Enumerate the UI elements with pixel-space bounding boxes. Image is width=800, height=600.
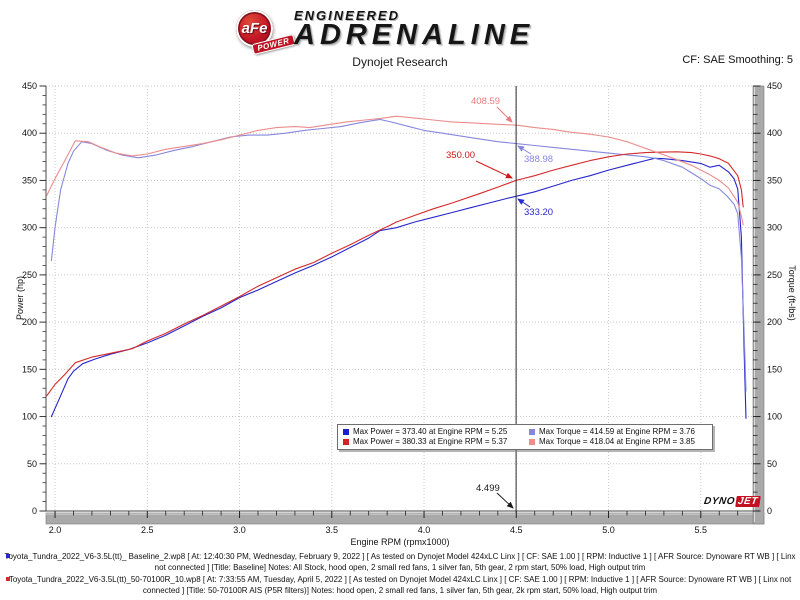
afe-logo-text: aFe bbox=[241, 20, 268, 37]
annotation-arrow bbox=[517, 198, 531, 208]
afe-brand-logo: aFe POWER ENGINEERED ADRENALINE bbox=[228, 6, 588, 56]
legend-swatch-icon bbox=[529, 429, 535, 435]
y-tick-label-left: 250 bbox=[22, 270, 37, 280]
x-tick-label: 3.0 bbox=[233, 525, 246, 535]
x-tick-label: 2.5 bbox=[141, 525, 154, 535]
annotation-value-333.20: 333.20 bbox=[524, 207, 553, 218]
run-info-footer: Toyota_Tundra_2022_V6-3.5L(tt)_ Baseline… bbox=[0, 551, 800, 597]
legend-item-1: Max Torque = 414.59 at Engine RPM = 3.76 bbox=[529, 427, 707, 437]
x-tick-label: 4.0 bbox=[418, 525, 431, 535]
y-tick-label-right: 150 bbox=[767, 364, 782, 374]
smoothing-setting: CF: SAE Smoothing: 5 bbox=[682, 54, 793, 66]
y-tick-label-right: 350 bbox=[767, 175, 782, 185]
dynojet-logo: DYNO JET bbox=[703, 496, 761, 507]
annotation-arrow bbox=[517, 145, 532, 155]
brand-adrenaline: ADRENALINE bbox=[294, 19, 535, 51]
annotation-value-4.499: 4.499 bbox=[476, 483, 500, 494]
y-tick-label-left: 150 bbox=[22, 364, 37, 374]
intake-torque-curve bbox=[46, 115, 744, 226]
baseline-torque-curve bbox=[50, 118, 747, 392]
run-bullet-icon bbox=[6, 577, 10, 581]
x-tick-label: 3.5 bbox=[326, 525, 339, 535]
legend-item-2: Max Power = 380.33 at Engine RPM = 5.37 bbox=[343, 437, 521, 447]
y-tick-label-left: 200 bbox=[22, 317, 37, 327]
legend-item-label: Max Torque = 414.59 at Engine RPM = 3.76 bbox=[539, 427, 695, 436]
y-tick-label-right: 400 bbox=[767, 128, 782, 138]
y-tick-label-left: 400 bbox=[22, 128, 37, 138]
annotation-arrow bbox=[475, 160, 513, 179]
y-tick-label-right: 0 bbox=[767, 506, 772, 516]
x-tick-label: 5.5 bbox=[695, 525, 708, 535]
y-tick-label-right: 300 bbox=[767, 223, 782, 233]
afe-logo-icon: aFe bbox=[236, 10, 273, 47]
page-title: Dynojet Research bbox=[352, 55, 448, 69]
y-tick-label-right: 100 bbox=[767, 412, 782, 422]
y-tick-label-left: 0 bbox=[32, 506, 37, 516]
annotation-value-350.00: 350.00 bbox=[446, 150, 475, 161]
x-tick-label: 4.5 bbox=[510, 525, 523, 535]
legend-swatch-icon bbox=[529, 439, 535, 445]
legend-item-label: Max Torque = 418.04 at Engine RPM = 3.85 bbox=[539, 437, 695, 446]
x-tick-label: 2.0 bbox=[49, 525, 62, 535]
legend-swatch-icon bbox=[343, 439, 349, 445]
annotation-arrow bbox=[496, 106, 513, 123]
y-tick-label-right: 250 bbox=[767, 270, 782, 280]
intake-power-curve bbox=[46, 151, 744, 397]
x-axis-label-rpm: Engine RPM (rpmx1000) bbox=[350, 537, 450, 547]
baseline-power-curve bbox=[50, 157, 747, 419]
run-info-text: Toyota_Tundra_2022_V6-3.5L(tt)_50-70100R… bbox=[8, 575, 792, 595]
legend[interactable]: Max Power = 373.40 at Engine RPM = 5.25 M… bbox=[337, 424, 713, 450]
x-axis-bar bbox=[45, 512, 765, 525]
annotation-value-388.98: 388.98 bbox=[524, 154, 553, 165]
annotation-arrow bbox=[496, 492, 514, 509]
y-tick-label-left: 300 bbox=[22, 223, 37, 233]
y-tick-label-right: 450 bbox=[767, 81, 782, 91]
brand-engineered: ENGINEERED bbox=[294, 8, 400, 23]
legend-item-label: Max Power = 380.33 at Engine RPM = 5.37 bbox=[353, 437, 508, 446]
legend-item-label: Max Power = 373.40 at Engine RPM = 5.25 bbox=[353, 427, 508, 436]
x-tick-label: 5.0 bbox=[602, 525, 615, 535]
run-info-entry-1: Toyota_Tundra_2022_V6-3.5L(tt)_50-70100R… bbox=[0, 574, 800, 596]
legend-item-3: Max Torque = 418.04 at Engine RPM = 3.85 bbox=[529, 437, 707, 447]
legend-swatch-icon bbox=[343, 429, 349, 435]
dynojet-logo-jet: JET bbox=[735, 496, 761, 507]
y-tick-label-left: 450 bbox=[22, 81, 37, 91]
run-info-text: Toyota_Tundra_2022_V6-3.5L(tt)_ Baseline… bbox=[4, 552, 796, 572]
y-tick-label-left: 50 bbox=[27, 459, 37, 469]
legend-item-0: Max Power = 373.40 at Engine RPM = 5.25 bbox=[343, 427, 521, 437]
run-info-entry-0: Toyota_Tundra_2022_V6-3.5L(tt)_ Baseline… bbox=[0, 551, 800, 573]
dynojet-logo-dyno: DYNO bbox=[703, 496, 736, 507]
run-bullet-icon bbox=[6, 554, 10, 558]
brand-text: ENGINEERED ADRENALINE bbox=[294, 8, 535, 51]
y-tick-label-left: 100 bbox=[22, 412, 37, 422]
y-tick-label-right: 200 bbox=[767, 317, 782, 327]
y-tick-label-left: 350 bbox=[22, 175, 37, 185]
y-tick-label-right: 50 bbox=[767, 459, 777, 469]
annotation-value-408.59: 408.59 bbox=[471, 96, 500, 107]
y-axis-label-torque: Torque (ft-lbs) bbox=[787, 265, 797, 321]
y-axis-label-power: Power (hp) bbox=[15, 276, 25, 321]
